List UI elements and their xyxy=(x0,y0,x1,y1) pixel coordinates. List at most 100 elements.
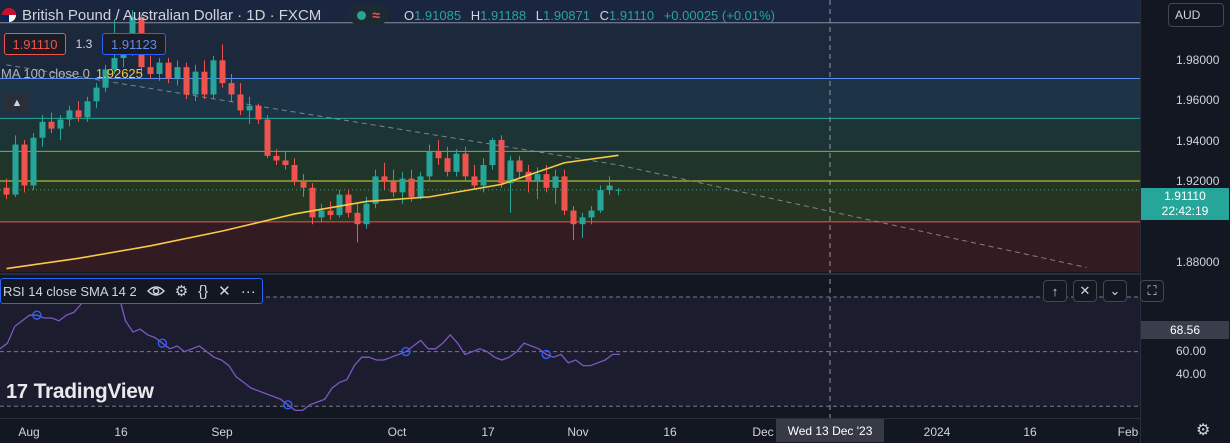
time-tick: Feb xyxy=(1117,425,1139,439)
gear-icon[interactable]: ⚙ xyxy=(174,283,189,300)
price-tick: 1.94000 xyxy=(1176,134,1220,148)
candle-body xyxy=(255,105,262,120)
candle-body xyxy=(21,144,28,186)
close-pane-button[interactable]: ✕ xyxy=(1073,280,1097,302)
tradingview-logo[interactable]: 17 TradingView xyxy=(6,380,154,404)
candle-body xyxy=(561,176,568,211)
candle-body xyxy=(282,160,289,166)
candle-body xyxy=(525,171,532,181)
time-tick: Oct xyxy=(387,425,407,439)
candle-body xyxy=(606,185,613,191)
candle-body xyxy=(516,160,523,172)
buy-button[interactable]: 1.91123 xyxy=(102,33,166,55)
candle-body xyxy=(93,87,100,102)
maximize-pane-button[interactable]: ⛶ xyxy=(1140,280,1164,302)
candle-body xyxy=(498,139,505,184)
candle-body xyxy=(111,58,118,70)
chart-settings-icon[interactable]: ⚙ xyxy=(1196,422,1211,439)
zone-band xyxy=(0,118,1140,152)
candle-body xyxy=(201,71,208,95)
source-code-icon[interactable]: {} xyxy=(198,282,209,300)
ma-value: 1.92625 xyxy=(95,66,143,81)
candle-body xyxy=(399,178,406,193)
candle-body xyxy=(102,69,109,88)
crosshair-time-label: Wed 13 Dec '23 xyxy=(776,419,884,442)
gbp-flag-icon xyxy=(2,8,16,22)
move-pane-up-button[interactable]: ↑ xyxy=(1043,280,1067,302)
ma-legend[interactable]: MA 100 close 0 1.92625 xyxy=(1,66,143,81)
candle-body xyxy=(84,101,91,118)
symbol-legend: British Pound / Australian Dollar · 1D ·… xyxy=(0,0,781,30)
candle-body xyxy=(66,110,73,120)
eye-icon[interactable] xyxy=(146,284,165,298)
rsi-tick: 40.00 xyxy=(1176,367,1207,381)
candle-body xyxy=(552,176,559,188)
spread-value: 1.3 xyxy=(75,37,93,51)
candle-body xyxy=(327,210,334,216)
ma-label: MA 100 close 0 xyxy=(1,66,90,81)
time-tick: 16 xyxy=(114,425,128,439)
candle-body xyxy=(228,83,235,95)
candle-body xyxy=(39,121,46,138)
rsi-marker xyxy=(157,338,168,348)
time-axis[interactable]: Aug 16 Sep Oct 17 Nov 16 Dec 2024 16 Feb xyxy=(0,418,1140,443)
maximize-icon: ⛶ xyxy=(1147,283,1157,298)
collapse-icon: ⌄ xyxy=(1109,283,1121,298)
trendline xyxy=(6,64,1087,268)
candle-body xyxy=(543,174,550,188)
last-price-label: 1.91110 22:42:19 xyxy=(1141,188,1229,220)
more-icon[interactable]: ··· xyxy=(240,282,256,300)
time-tick: 2024 xyxy=(923,425,951,439)
price-axis[interactable] xyxy=(1140,0,1230,443)
time-tick: Nov xyxy=(567,425,589,439)
price-tick: 1.98000 xyxy=(1176,53,1220,67)
rsi-marker xyxy=(401,346,411,357)
candle-body xyxy=(588,210,595,218)
candle-body xyxy=(417,176,424,197)
collapse-legend-button[interactable]: ▲ xyxy=(4,93,30,113)
time-tick: 16 xyxy=(663,425,677,439)
price-tick: 1.96000 xyxy=(1176,93,1220,107)
candle-body xyxy=(390,180,397,193)
candle-body xyxy=(408,178,415,197)
zone-band xyxy=(0,221,1140,272)
symbol-title[interactable]: British Pound / Australian Dollar · 1D ·… xyxy=(22,6,322,24)
zone-band xyxy=(0,22,1140,79)
maximize-controls: ⛶ xyxy=(1140,280,1164,302)
market-status-pill[interactable]: ≈ xyxy=(349,5,388,25)
ohlc-values: O1.91085 H1.91188 L1.90871 C1.91110 +0.0… xyxy=(403,7,776,23)
candle-body xyxy=(210,60,217,95)
close-icon[interactable]: ✕ xyxy=(218,283,231,300)
candle-body xyxy=(453,153,460,172)
candle-body xyxy=(363,203,370,225)
time-tick: 16 xyxy=(1023,425,1037,439)
candle-body xyxy=(291,165,298,181)
zone-band xyxy=(0,78,1140,119)
candle-body xyxy=(246,105,253,111)
candle-body xyxy=(219,60,226,84)
rsi-marker xyxy=(541,349,551,360)
time-tick: Sep xyxy=(211,425,233,439)
sell-button[interactable]: 1.91110 xyxy=(4,33,66,55)
candle-body xyxy=(579,217,586,225)
chevron-up-icon: ▲ xyxy=(11,97,23,109)
candle-body xyxy=(597,190,604,211)
candle-body xyxy=(471,176,478,186)
currency-selector[interactable]: AUD xyxy=(1168,3,1224,27)
candle-body xyxy=(462,153,469,177)
candle-body xyxy=(3,187,10,195)
candle-body xyxy=(615,189,622,191)
time-tick: 17 xyxy=(481,425,495,439)
logo-text: TradingView xyxy=(33,380,154,403)
change-value: +0.00025 (+0.01%) xyxy=(663,7,776,23)
rsi-marker xyxy=(32,310,42,320)
rsi-legend[interactable]: RSI 14 close SMA 14 2 ⚙ {} ✕ ··· xyxy=(0,278,263,304)
collapse-pane-button[interactable]: ⌄ xyxy=(1103,280,1127,302)
last-price-value: 1.91110 xyxy=(1164,189,1206,203)
bar-countdown: 22:42:19 xyxy=(1161,204,1209,218)
candle-body xyxy=(354,212,361,225)
candle-body xyxy=(30,137,37,186)
candle-body xyxy=(192,71,199,95)
